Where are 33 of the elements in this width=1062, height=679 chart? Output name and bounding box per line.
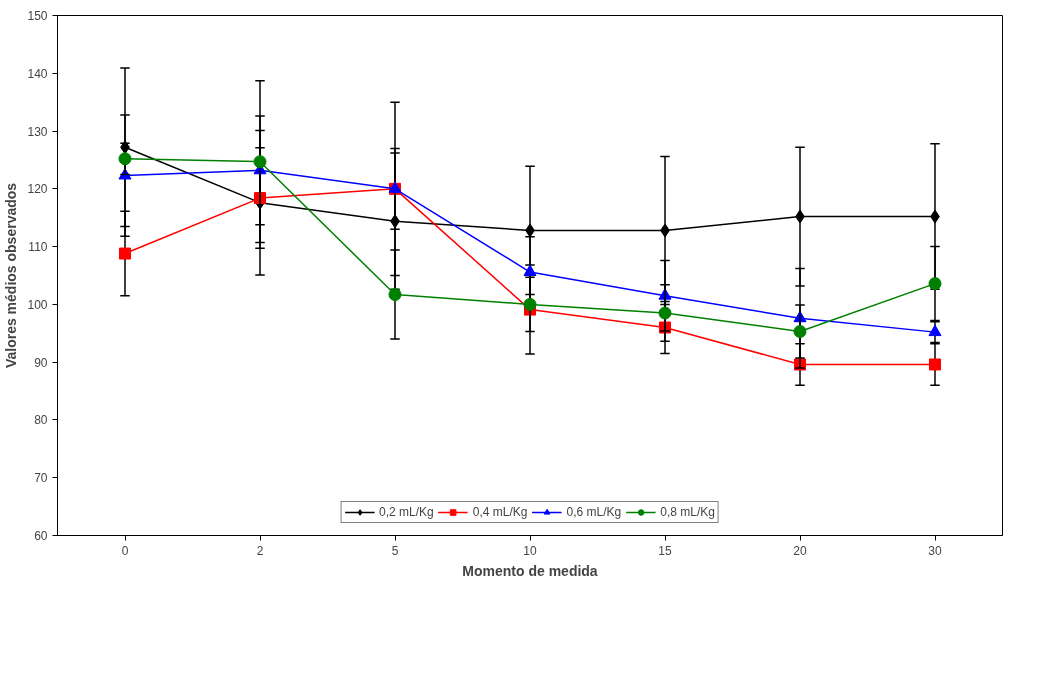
legend-label: 0,6 mL/Kg bbox=[566, 505, 622, 519]
point bbox=[119, 247, 131, 260]
legend-label: 0,8 mL/Kg bbox=[660, 505, 715, 519]
y-tick-label: 150 bbox=[27, 9, 48, 23]
y-tick-label: 60 bbox=[34, 529, 48, 543]
y-tick-label: 110 bbox=[28, 240, 48, 255]
point bbox=[793, 325, 807, 339]
x-tick-label: 0 bbox=[121, 543, 129, 558]
x-tick-label: 20 bbox=[793, 543, 807, 558]
y-tick-label: 140 bbox=[27, 66, 48, 81]
point bbox=[928, 324, 942, 337]
y-tick-label: 100 bbox=[27, 297, 48, 312]
y-tick-label: 90 bbox=[34, 355, 48, 370]
legend-label: 0,4 mL/Kg bbox=[472, 505, 528, 519]
y-tick-label: 130 bbox=[27, 124, 48, 139]
x-tick-label: 10 bbox=[523, 543, 537, 558]
y-axis-title: Valores médios observados bbox=[3, 182, 20, 369]
x-axis-title: Momento de medida bbox=[462, 562, 598, 579]
y-tick-label: 70 bbox=[34, 471, 48, 486]
legend-label: 0,2 mL/Kg bbox=[379, 505, 434, 519]
y-tick-label: 80 bbox=[34, 413, 48, 428]
point bbox=[928, 277, 942, 291]
point bbox=[388, 288, 402, 302]
point bbox=[253, 155, 267, 169]
x-tick-label: 30 bbox=[928, 543, 942, 558]
x-tick-label: 15 bbox=[658, 543, 672, 558]
x-tick-label: 5 bbox=[391, 543, 399, 558]
point bbox=[929, 358, 941, 371]
point bbox=[523, 297, 537, 311]
x-tick-label: 2 bbox=[256, 543, 264, 558]
y-tick-label: 120 bbox=[27, 182, 48, 197]
point bbox=[523, 264, 537, 276]
point bbox=[658, 306, 672, 320]
